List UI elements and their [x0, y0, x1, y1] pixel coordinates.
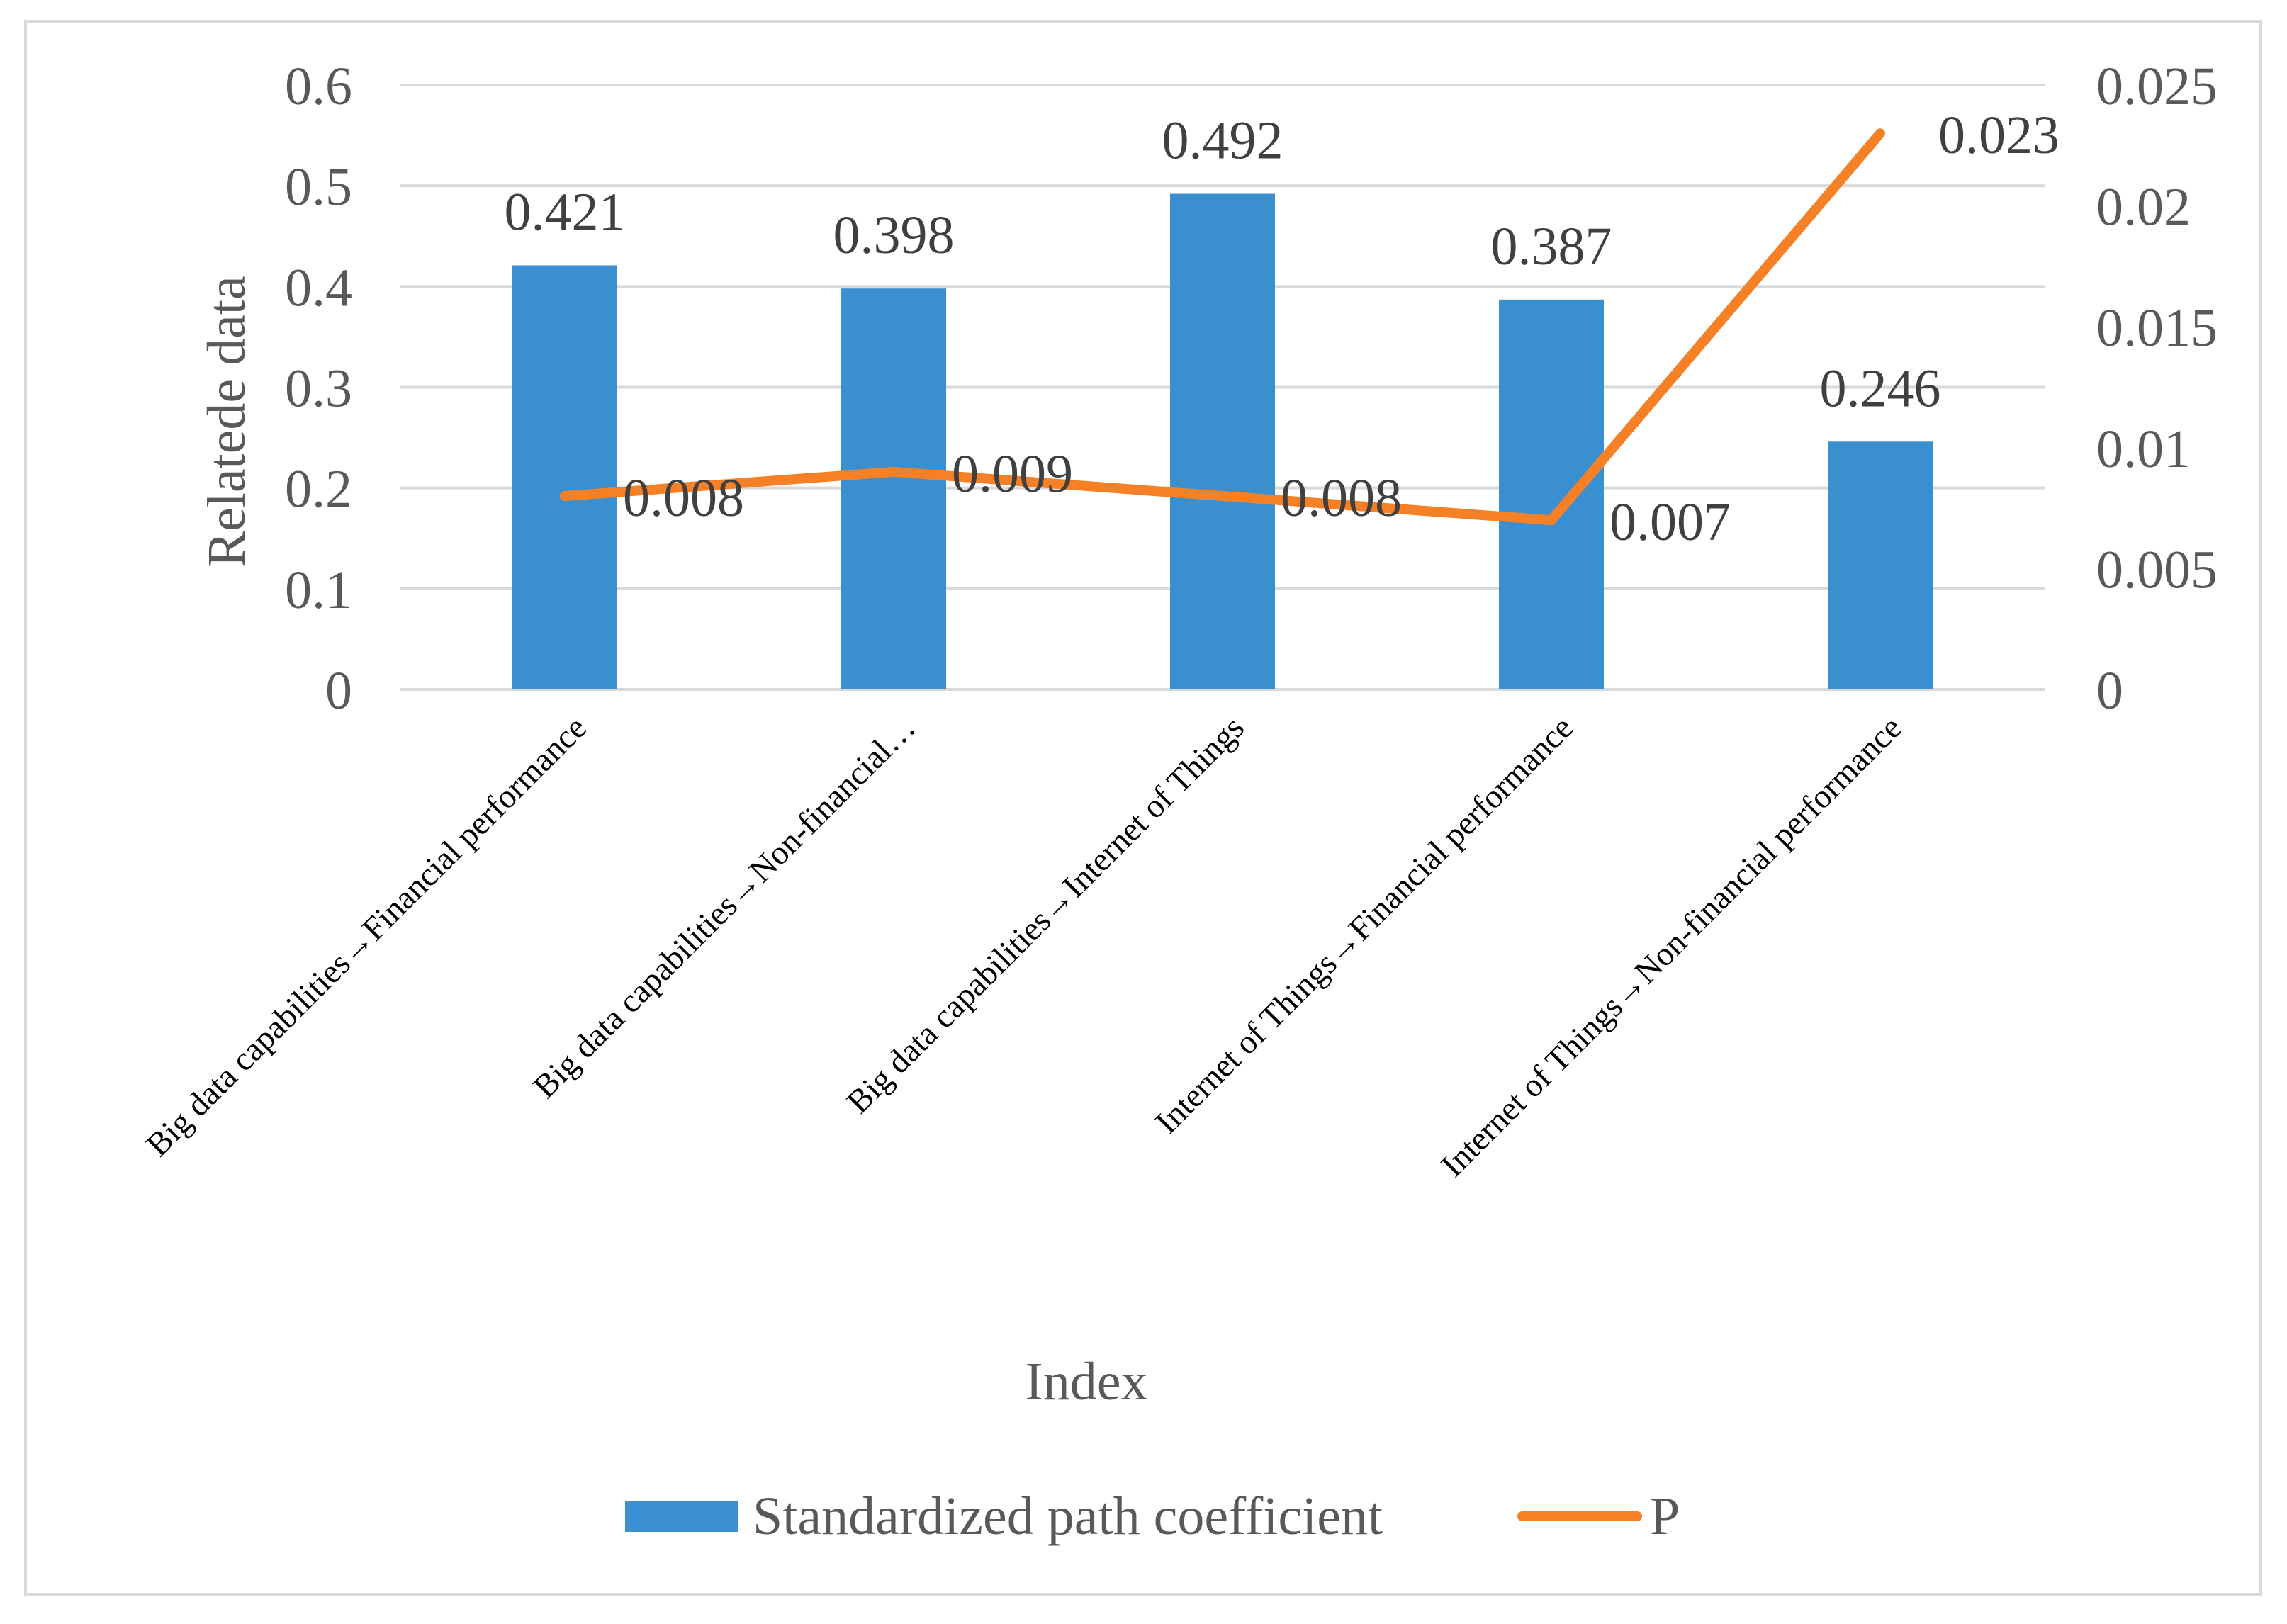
data-labels: 0.421 0.398 0.492 0.387 0.246 0.008 0.009 0.008…: [505, 106, 2060, 552]
legend-line-label: P: [1650, 1487, 1680, 1546]
p-point: [1551, 519, 1552, 521]
bar: [512, 265, 617, 689]
y-tick-label: 0.3: [285, 359, 352, 419]
y2-tick-label: 0.015: [2096, 298, 2218, 358]
bar-value-label: 0.421: [505, 182, 626, 242]
p-point: [1879, 132, 1881, 135]
p-value-label: 0.009: [952, 444, 1073, 504]
x-category-label: Big data capabilities→Internet of Things: [840, 709, 1252, 1121]
bar: [1499, 299, 1604, 689]
bar-value-label: 0.398: [833, 205, 955, 265]
y2-tick-label: 0.02: [2096, 178, 2191, 237]
p-point: [893, 470, 894, 473]
y2-tick-label: 0: [2096, 661, 2123, 721]
legend-bar-label: Standardized path coefficient: [753, 1487, 1383, 1546]
p-point: [564, 495, 566, 497]
y-tick-label: 0.5: [285, 157, 352, 217]
x-axis-title: Index: [1025, 1352, 1147, 1411]
y-tick-label: 0: [325, 661, 352, 721]
bar-value-label: 0.246: [1820, 359, 1941, 418]
bar-value-label: 0.492: [1162, 111, 1283, 171]
bar: [1828, 441, 1933, 689]
chart-frame: [24, 20, 2262, 1596]
y2-tick-label: 0.005: [2096, 540, 2218, 599]
bar-series: [512, 193, 1933, 690]
p-point: [1222, 495, 1223, 497]
y-tick-label: 0.2: [285, 460, 352, 519]
p-value-label: 0.023: [1938, 106, 2060, 165]
bar: [841, 288, 946, 690]
legend-bar-swatch: [625, 1501, 738, 1532]
p-value-label: 0.007: [1609, 492, 1731, 552]
bar-value-label: 0.387: [1491, 217, 1612, 276]
x-category-label: Big data capabilities→Non-financial…: [527, 709, 923, 1105]
line-series: [560, 128, 1885, 526]
y-axis-title: Relatede data: [197, 276, 257, 567]
y-tick-label: 0.1: [285, 560, 352, 620]
y2-tick-label: 0.025: [2096, 57, 2218, 116]
y-tick-label: 0.6: [285, 57, 352, 116]
y-tick-label: 0.4: [285, 258, 352, 317]
y2-tick-label: 0.01: [2096, 419, 2191, 479]
p-value-label: 0.008: [1281, 468, 1402, 528]
bar: [1170, 193, 1275, 689]
x-category-label: Big data capabilities→Financial performa…: [140, 709, 594, 1163]
p-value-label: 0.008: [623, 468, 744, 528]
legend: Standardized path coefficient P: [625, 1487, 1680, 1546]
